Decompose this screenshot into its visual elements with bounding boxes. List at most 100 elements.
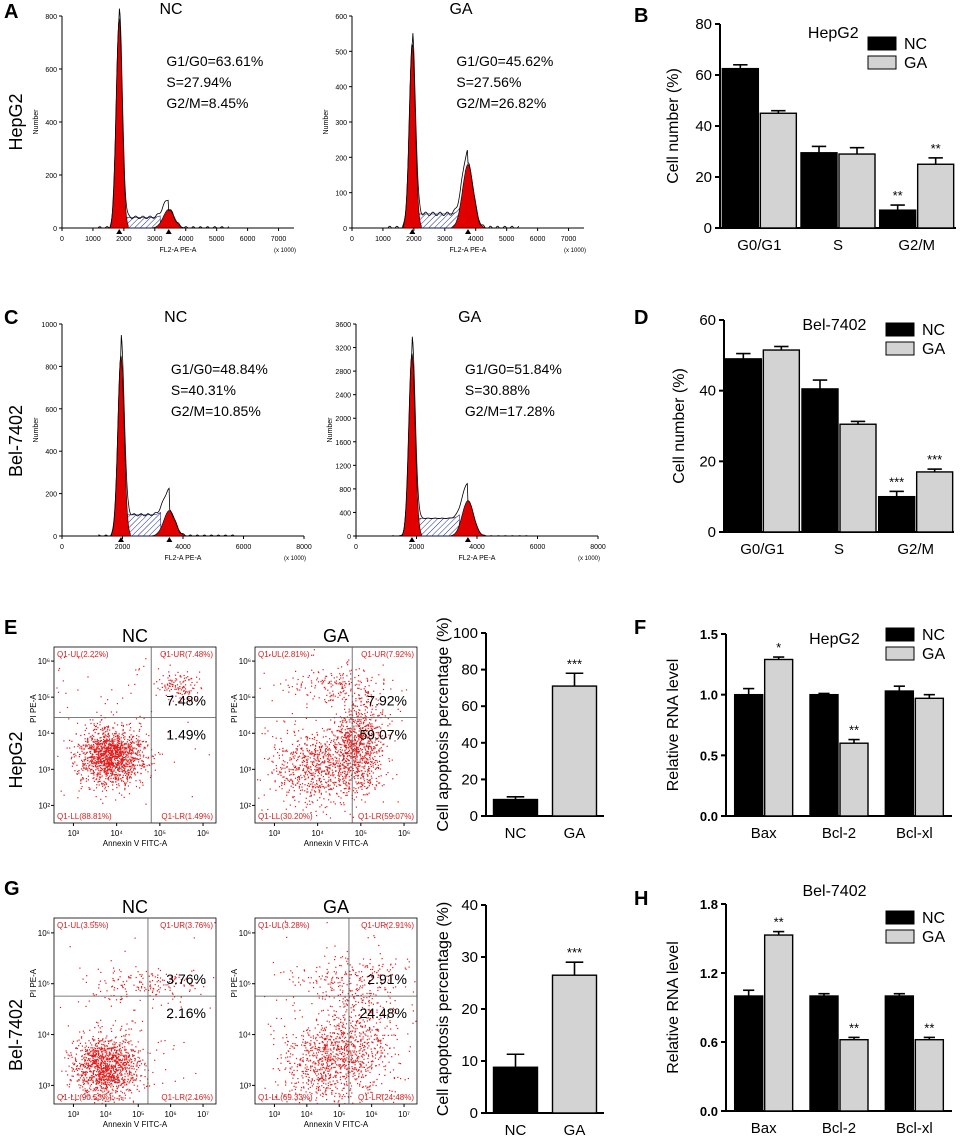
data-point (95, 753, 97, 755)
data-point (122, 745, 124, 747)
data-point (180, 701, 182, 703)
data-point (112, 763, 114, 765)
data-point (124, 772, 126, 774)
data-point (121, 770, 123, 772)
data-point (89, 764, 91, 766)
data-point (92, 1077, 94, 1079)
data-point (318, 786, 320, 788)
data-point (114, 755, 116, 757)
data-point (369, 755, 371, 757)
data-point (316, 799, 318, 801)
data-point (135, 1071, 137, 1073)
x-tick-label: Bax (751, 1120, 777, 1137)
data-point (84, 756, 86, 758)
data-point (312, 698, 314, 700)
data-point (105, 755, 107, 757)
data-point (127, 763, 129, 765)
data-point (292, 772, 294, 774)
data-point (106, 1074, 108, 1076)
data-point (329, 759, 331, 761)
data-point (136, 1074, 138, 1076)
data-point (337, 696, 339, 698)
data-point (342, 740, 344, 742)
data-point (117, 747, 119, 749)
data-point (381, 723, 383, 725)
data-point (94, 1056, 96, 1058)
x-tick-label: 0 (354, 544, 358, 551)
x-tick-label: 0 (60, 544, 64, 551)
data-point (127, 739, 129, 741)
data-point (122, 777, 124, 779)
data-point (377, 715, 379, 717)
data-point (295, 748, 297, 750)
data-point (85, 1064, 87, 1066)
bar (914, 697, 945, 817)
data-point (284, 767, 286, 769)
data-point (311, 733, 313, 736)
data-point (328, 772, 330, 774)
data-point (97, 1100, 99, 1102)
data-point (103, 732, 105, 734)
data-point (124, 1056, 126, 1058)
data-point (89, 1076, 91, 1078)
data-point (103, 735, 105, 737)
x-tick-label: 5000 (499, 236, 515, 243)
data-point (292, 781, 294, 783)
data-point (288, 791, 290, 793)
data-point (133, 768, 135, 770)
data-point (112, 771, 114, 773)
data-point (367, 701, 369, 703)
x-tick-label: 7000 (561, 236, 577, 243)
data-point (138, 759, 140, 761)
data-point (106, 1089, 108, 1091)
data-point (94, 762, 96, 764)
data-point (152, 1071, 154, 1074)
data-point (391, 720, 393, 722)
data-point (323, 757, 325, 759)
data-point (116, 744, 119, 746)
data-point (346, 751, 348, 754)
data-point (115, 779, 117, 781)
data-point (321, 679, 323, 681)
data-point (355, 711, 357, 713)
data-point (342, 778, 344, 780)
data-point (314, 753, 316, 755)
data-point (316, 782, 318, 784)
data-point (104, 768, 106, 770)
data-point (91, 763, 93, 765)
significance-mark: ** (774, 915, 784, 930)
data-point (353, 745, 355, 747)
data-point (132, 749, 134, 751)
data-point (85, 1091, 87, 1093)
data-point (129, 1070, 131, 1072)
data-point (107, 776, 110, 778)
data-point (132, 1100, 134, 1102)
data-point (339, 743, 341, 745)
data-point (96, 778, 98, 780)
data-point (101, 775, 103, 777)
data-point (339, 755, 341, 757)
data-point (114, 722, 116, 724)
data-point (348, 739, 350, 741)
data-point (156, 1049, 158, 1051)
data-point (71, 1067, 73, 1069)
data-point (106, 760, 108, 762)
data-point (167, 684, 169, 686)
data-point (108, 765, 110, 767)
data-point (329, 784, 331, 786)
data-point (102, 1075, 104, 1078)
data-point (126, 1081, 128, 1083)
data-point (333, 763, 335, 765)
y-tick-label: 200 (335, 155, 347, 162)
data-point (314, 772, 316, 774)
data-point (105, 735, 107, 737)
data-point (120, 752, 122, 755)
data-point (96, 1083, 98, 1085)
plot-frame (254, 646, 418, 824)
data-point (113, 1076, 115, 1078)
data-point (104, 1055, 106, 1057)
data-point (120, 1084, 122, 1086)
data-point (324, 687, 326, 689)
data-point (360, 748, 362, 750)
data-point (332, 782, 334, 784)
